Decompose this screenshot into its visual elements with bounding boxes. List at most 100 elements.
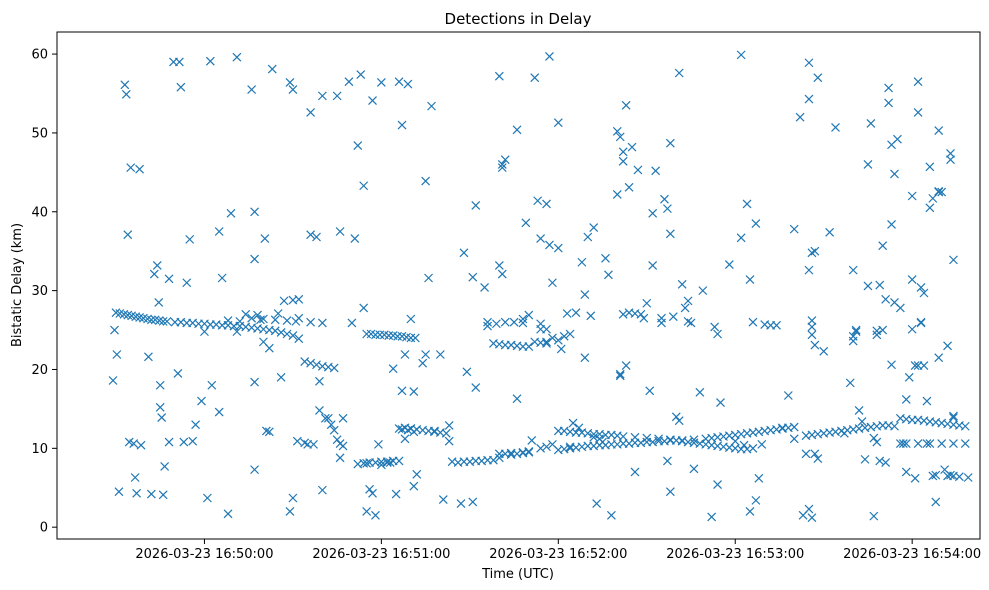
data-point — [683, 296, 693, 306]
data-point — [235, 316, 245, 326]
data-point — [126, 163, 136, 173]
y-tick-label: 20 — [31, 363, 48, 378]
data-point — [807, 513, 817, 523]
data-point — [447, 457, 457, 467]
data-point — [724, 260, 734, 270]
y-axis: 0 10 20 30 40 50 60 — [31, 48, 57, 536]
data-point — [545, 240, 554, 250]
data-point — [350, 234, 360, 244]
data-point — [362, 506, 372, 516]
data-point — [916, 318, 926, 328]
data-point — [264, 427, 274, 437]
data-point — [807, 322, 817, 332]
data-point — [317, 91, 327, 101]
data-point — [895, 439, 905, 449]
data-point — [710, 322, 720, 332]
data-point — [410, 333, 420, 343]
data-point — [491, 319, 501, 329]
data-point — [285, 506, 295, 516]
data-point — [285, 78, 295, 87]
data-point — [630, 467, 640, 477]
data-point — [657, 313, 666, 323]
data-point — [200, 327, 209, 337]
y-tick-label: 10 — [31, 442, 48, 457]
data-point — [462, 367, 472, 377]
plot-frame — [56, 31, 981, 540]
data-point — [217, 273, 227, 283]
data-point — [315, 376, 324, 386]
data-point — [335, 453, 345, 463]
data-point — [589, 432, 599, 442]
data-point — [250, 377, 259, 387]
data-point — [615, 371, 625, 381]
data-point — [123, 230, 133, 240]
data-point — [176, 82, 186, 92]
data-point — [315, 406, 324, 415]
data-point — [326, 420, 336, 430]
data-point — [421, 350, 431, 359]
data-point — [668, 312, 678, 322]
data-point — [191, 420, 201, 430]
data-point — [949, 255, 958, 265]
data-point — [223, 509, 233, 519]
data-point — [468, 497, 478, 507]
data-point — [512, 394, 522, 404]
x-axis: 2026-03-23 16:50:00 2026-03-23 16:51:00 20… — [135, 539, 981, 562]
data-point — [810, 449, 820, 459]
data-point — [288, 331, 298, 340]
data-point — [306, 358, 316, 368]
data-point — [418, 358, 428, 368]
data-point — [922, 439, 932, 449]
data-point — [671, 412, 681, 422]
data-point — [804, 58, 814, 68]
data-point — [689, 464, 699, 474]
data-point — [845, 378, 855, 388]
data-point — [335, 227, 345, 236]
x-tick-label: 2026-03-23 16:50:00 — [135, 547, 273, 562]
data-point — [403, 79, 413, 89]
data-point — [497, 269, 507, 279]
data-point — [524, 310, 534, 320]
data-point — [270, 326, 280, 336]
data-point — [907, 324, 917, 334]
data-point — [913, 439, 923, 449]
y-axis-label: Bistatic Delay (km) — [10, 223, 25, 347]
data-point — [866, 119, 876, 128]
data-point — [329, 363, 339, 373]
data-point — [648, 208, 658, 218]
data-point — [606, 510, 616, 520]
data-point — [149, 269, 159, 279]
data-point — [618, 309, 628, 319]
data-point — [804, 94, 814, 104]
data-point — [615, 369, 625, 379]
data-point — [365, 484, 375, 494]
data-point — [524, 342, 534, 352]
data-point — [368, 488, 377, 498]
data-point — [819, 346, 829, 356]
data-point — [261, 426, 271, 436]
data-point — [887, 219, 896, 229]
data-point — [530, 73, 540, 83]
data-point — [509, 317, 519, 327]
data-point — [174, 57, 184, 67]
data-point — [158, 316, 168, 326]
data-point — [636, 309, 646, 319]
data-point — [742, 199, 752, 209]
data-point — [489, 455, 498, 465]
data-point — [393, 331, 403, 341]
data-point — [276, 372, 286, 382]
data-point — [397, 386, 407, 396]
data-point — [621, 100, 631, 110]
data-point — [869, 433, 879, 443]
data-point — [250, 207, 259, 217]
data-point — [698, 286, 708, 296]
data-point — [556, 344, 566, 354]
data-point — [580, 290, 590, 299]
data-point — [291, 316, 301, 326]
data-point — [642, 433, 652, 443]
data-point — [114, 487, 124, 497]
data-point — [406, 333, 416, 343]
data-point — [494, 71, 504, 81]
data-point — [309, 439, 318, 449]
data-point — [934, 353, 944, 363]
